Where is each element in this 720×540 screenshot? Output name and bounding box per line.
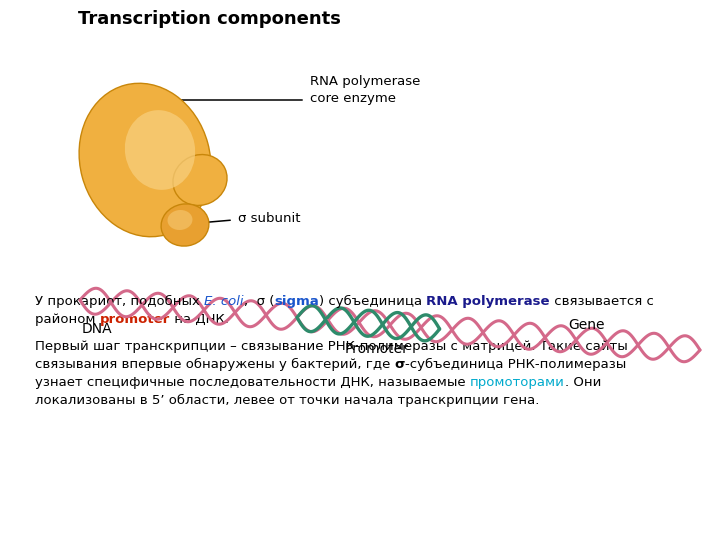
Text: σ subunit: σ subunit [238, 212, 300, 225]
Text: связывания впервые обнаружены у бактерий, где: связывания впервые обнаружены у бактерий… [35, 358, 395, 371]
Text: RNA polymerase: RNA polymerase [426, 295, 549, 308]
Text: σ: σ [395, 358, 405, 371]
Text: -субъединица РНК-полимеразы: -субъединица РНК-полимеразы [405, 358, 626, 371]
Text: E. coli: E. coli [204, 295, 243, 308]
Text: узнает специфичные последовательности ДНК, называемые: узнает специфичные последовательности ДН… [35, 376, 470, 389]
Text: promoter: promoter [100, 313, 170, 326]
Text: Promoter: Promoter [345, 342, 409, 356]
Text: DNA: DNA [82, 322, 112, 336]
Text: Transcription components: Transcription components [78, 10, 341, 28]
Text: ) субъединица: ) субъединица [319, 295, 426, 308]
Text: районом: районом [35, 313, 100, 326]
Text: core enzyme: core enzyme [310, 92, 396, 105]
Text: на ДНК.: на ДНК. [170, 313, 229, 326]
Ellipse shape [173, 154, 227, 205]
Text: локализованы в 5’ области, левее от точки начала транскрипции гена.: локализованы в 5’ области, левее от точк… [35, 394, 539, 407]
Text: sigma: sigma [274, 295, 319, 308]
Text: У прокариот, подобных: У прокариот, подобных [35, 295, 204, 308]
Text: . Они: . Они [564, 376, 601, 389]
Ellipse shape [79, 83, 211, 237]
Ellipse shape [168, 210, 192, 230]
Text: RNA polymerase: RNA polymerase [310, 75, 420, 88]
Text: промоторами: промоторами [470, 376, 564, 389]
Ellipse shape [125, 110, 195, 190]
Text: Gene: Gene [568, 318, 605, 332]
Ellipse shape [161, 204, 209, 246]
Text: Первый шаг транскрипции – связывание РНК-полимеразы с матрицей. Такие сайты: Первый шаг транскрипции – связывание РНК… [35, 340, 628, 353]
Text: ,  σ (: , σ ( [243, 295, 274, 308]
Text: связывается с: связывается с [549, 295, 654, 308]
